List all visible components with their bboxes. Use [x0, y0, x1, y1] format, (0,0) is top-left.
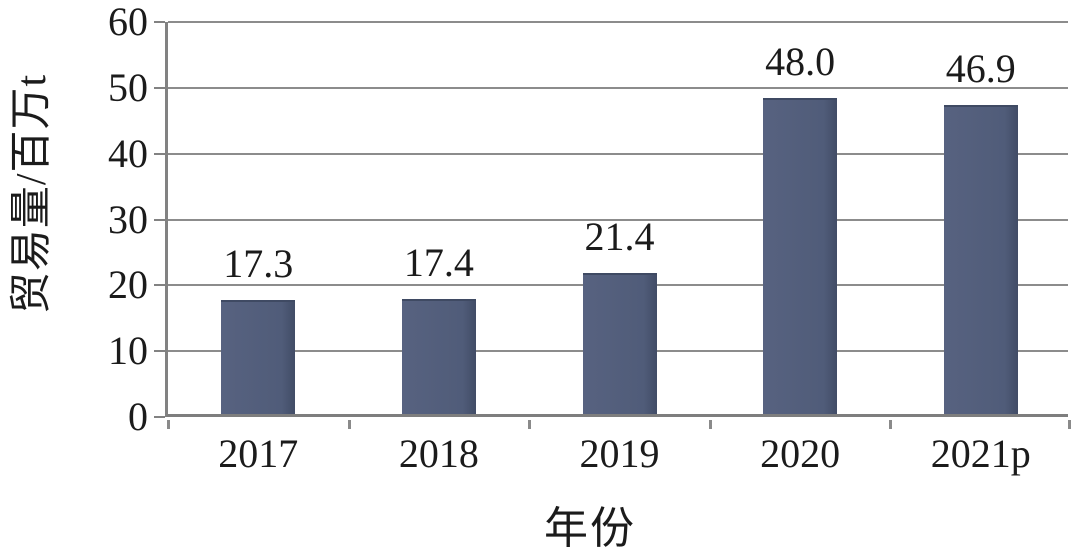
bar-2017	[221, 300, 296, 414]
gridline-y-50	[168, 86, 1068, 89]
bar-2019	[582, 273, 657, 414]
y-tick-mark-10	[154, 350, 165, 353]
y-tick-mark-20	[154, 284, 165, 287]
bar-value-label: 21.4	[584, 214, 655, 260]
y-tick-label: 50	[108, 64, 148, 110]
x-tick-label: 2021p	[930, 431, 1031, 476]
y-tick-label: 0	[128, 394, 148, 439]
x-tick-mark-5	[1068, 420, 1071, 429]
bar-2020	[763, 98, 838, 414]
gridline-y-40	[168, 152, 1068, 155]
x-tick-label: 2019	[579, 431, 660, 476]
y-tick-mark-30	[154, 218, 165, 221]
y-axis-title: 贸易量/百万t	[9, 73, 55, 315]
bar-value-label: 46.9	[945, 46, 1016, 92]
y-tick-mark-0	[154, 416, 165, 418]
x-tick-label: 2020	[760, 431, 841, 476]
gridline-y-30	[168, 218, 1068, 221]
y-tick-label: 30	[108, 196, 148, 242]
x-tick-mark-4	[889, 420, 893, 429]
x-tick-label: 2017	[218, 431, 299, 476]
x-tick-mark-2	[528, 420, 532, 429]
y-tick-mark-50	[154, 86, 165, 89]
y-tick-label: 10	[108, 328, 148, 374]
gridline-y-60	[168, 21, 1068, 23]
x-tick-mark-3	[708, 420, 712, 429]
y-tick-label: 40	[108, 130, 148, 176]
bar-value-label: 48.0	[765, 39, 836, 84]
y-tick-label: 20	[108, 262, 148, 308]
bar-2018	[401, 299, 476, 414]
y-tick-label: 60	[108, 0, 148, 44]
x-tick-label: 2018	[398, 431, 479, 476]
x-tick-mark-1	[347, 420, 351, 429]
y-tick-mark-40	[154, 152, 165, 155]
bar-value-label: 17.4	[403, 240, 474, 286]
plot-area: 0 10 20 30 40 50 60 17.3 2017 17.4 2018 21.4 2019 48.…	[108, 0, 1071, 476]
bar-value-label: 17.3	[223, 241, 294, 287]
x-axis-title: 年份	[544, 504, 636, 553]
bar-2021p	[943, 105, 1018, 414]
x-tick-mark-0	[167, 420, 170, 429]
y-tick-mark-60	[154, 21, 165, 23]
